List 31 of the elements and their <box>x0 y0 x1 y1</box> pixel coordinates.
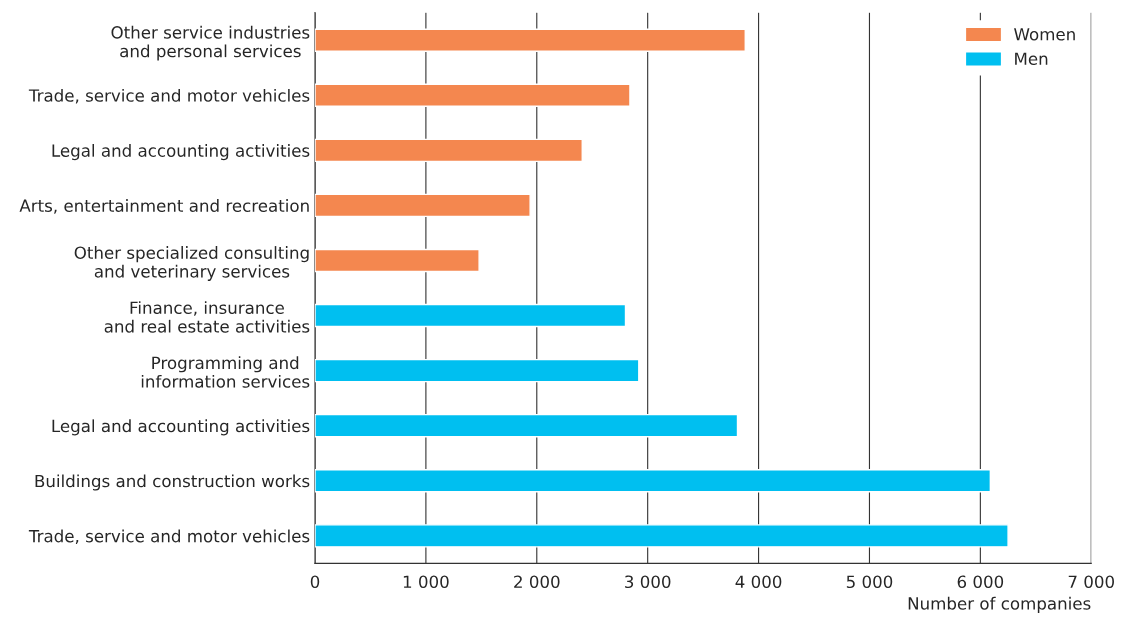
y-tick-label: Trade, service and motor vehicles <box>28 88 310 104</box>
bar <box>315 138 583 163</box>
y-tick-label: Finance, insurance and real estate activities <box>104 301 310 333</box>
bar <box>315 413 739 438</box>
y-tick-label: Buildings and construction works <box>35 474 310 491</box>
x-tick-label: 3 000 <box>625 575 671 589</box>
y-tick-label: Other specialized consulting and veterinary services <box>74 246 309 281</box>
y-tick-label: Other service industries and personal services <box>111 25 310 61</box>
y-tick-label: Programming and information services <box>141 356 310 388</box>
x-axis-title: Number of companies <box>908 596 1091 613</box>
bar <box>315 83 631 107</box>
x-tick-label: 4 000 <box>735 575 782 589</box>
x-tick-label: 2 000 <box>514 575 560 589</box>
bar <box>315 303 627 328</box>
bar <box>315 193 531 218</box>
bar <box>315 28 746 52</box>
y-tick-label: Legal and accounting activities <box>52 144 310 161</box>
bar <box>315 248 480 273</box>
x-tick-label: 5 000 <box>846 575 893 589</box>
x-tick-label: 6 000 <box>957 575 1004 589</box>
y-tick-label: Trade, service and motor vehicles <box>28 529 310 545</box>
legend-label: Men <box>1015 52 1048 66</box>
x-tick-label: 7 000 <box>1068 575 1114 589</box>
x-tick-label: 0 <box>310 575 320 589</box>
legend-label: Women <box>1014 28 1075 41</box>
bar <box>315 524 1009 548</box>
bar <box>315 358 640 383</box>
y-tick-label: Legal and accounting activities <box>52 419 310 436</box>
x-tick-label: 1 000 <box>403 575 449 589</box>
y-tick-label: Arts, entertainment and recreation <box>19 199 309 214</box>
bar <box>315 469 992 493</box>
